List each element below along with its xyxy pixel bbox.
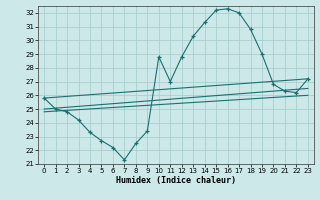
X-axis label: Humidex (Indice chaleur): Humidex (Indice chaleur) bbox=[116, 176, 236, 185]
